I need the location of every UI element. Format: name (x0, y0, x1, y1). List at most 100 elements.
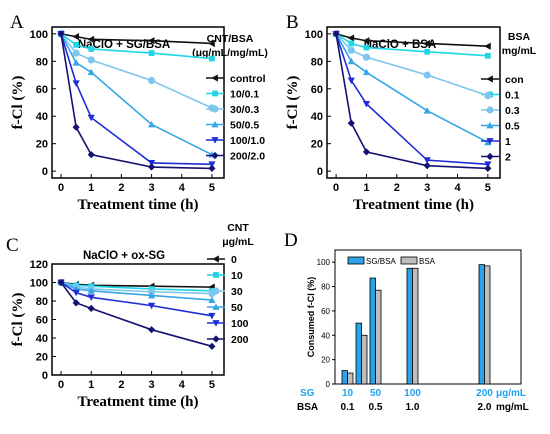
legend-label: 200/2.0 (230, 151, 265, 163)
category-sg-label: 200 (476, 388, 493, 399)
legend-label: con (505, 74, 524, 86)
data-point-s4-2 (87, 114, 95, 122)
data-point-s3-1 (72, 59, 80, 66)
panel-label: B (286, 12, 299, 33)
data-point-s5-1 (72, 299, 80, 307)
bar-s1-1 (361, 334, 368, 385)
bar-s0-4 (478, 264, 485, 385)
x-tick-label: 2 (118, 182, 124, 194)
bar-s0-1 (355, 322, 362, 385)
legend-label: 1 (505, 136, 511, 148)
data-point-s4-1 (72, 289, 80, 297)
bar-s0-2 (369, 277, 376, 385)
category-bsa-label: 2.0 (478, 402, 492, 413)
data-point-s4-2 (362, 100, 371, 108)
data-point-s5-1 (72, 123, 80, 131)
x-tick-label: 0 (58, 182, 64, 194)
x-tick-label: 4 (454, 182, 461, 194)
panel-A: A 0 20 40 60 80 100 0 1 2 3 4 5 Treatment time (h) f-C… (10, 12, 268, 213)
data-point-s5-4 (208, 342, 216, 350)
data-point-s4-4 (208, 312, 216, 320)
legend-label: 50/0.5 (230, 120, 259, 132)
y-tick-label: 80 (36, 296, 48, 308)
x-tick-label: 1 (88, 379, 94, 391)
x-axis-label: Treatment time (h) (77, 197, 198, 213)
legend-marker-4 (212, 320, 220, 327)
chart-title: NaClO + ox-SG (83, 250, 165, 262)
y-tick-label: 20 (36, 139, 48, 151)
panel-B: B 0 20 40 60 80 100 0 1 2 3 4 5 Treatment time (h) f-C… (285, 12, 537, 213)
data-point-s4-3 (423, 157, 431, 164)
plot-frame (51, 26, 225, 179)
data-point-s0-1 (347, 34, 355, 42)
data-point-s2-2 (87, 56, 95, 64)
x-tick-label: 0 (58, 379, 64, 391)
data-point-s2-2 (362, 53, 371, 61)
legend-label: control (230, 73, 266, 85)
y-tick-label: 100 (317, 258, 331, 267)
data-point-s2-3 (423, 71, 431, 79)
y-axis-label: Consumed f-Cl (%) (306, 277, 316, 358)
legend-marker-3 (212, 303, 220, 310)
legend-swatch-sg (347, 256, 365, 265)
data-point-s2-4 (484, 92, 492, 100)
data-point-s5-4 (208, 164, 216, 172)
legend-label: 10/0.1 (230, 89, 259, 101)
panel-label: D (284, 230, 298, 251)
data-point-s3-3 (147, 120, 156, 128)
y-axis-label: f-Cl (%) (285, 76, 301, 130)
y-tick-label: 60 (36, 84, 48, 96)
legend-marker-4 (486, 138, 494, 145)
category-bsa-label: 0.5 (369, 402, 383, 413)
legend-label: 0.5 (505, 121, 520, 133)
category-sg-label: 50 (370, 388, 382, 399)
legend-title: μg/mL (222, 236, 254, 248)
legend-marker-0 (486, 75, 493, 83)
plot-frame (334, 249, 522, 385)
y-tick-label: 100 (30, 29, 48, 41)
bar-s1-4 (484, 265, 491, 385)
y-tick-label: 40 (36, 111, 48, 123)
data-point-s2-1 (72, 49, 80, 57)
panel-label: C (6, 235, 19, 256)
x-axis-label: Treatment time (h) (353, 197, 474, 213)
y-tick-label: 80 (321, 283, 330, 292)
legend-label: BSA (419, 257, 436, 266)
data-point-s5-2 (87, 151, 95, 159)
legend-marker-2 (212, 287, 220, 295)
data-point-s0-2 (87, 35, 95, 43)
bar-s1-3 (412, 267, 419, 385)
data-point-s3-2 (87, 68, 95, 76)
data-point-s5-3 (147, 163, 156, 171)
x-tick-label: 3 (149, 182, 155, 194)
legend-marker-1 (213, 272, 219, 278)
data-point-s3-2 (362, 68, 371, 76)
unit-sg: μg/mL (496, 388, 526, 399)
panel-label: A (10, 12, 24, 33)
bar-s0-0 (341, 370, 348, 385)
x-tick-label: 3 (424, 182, 430, 194)
data-point-s0-4 (208, 39, 215, 48)
data-point-s5-3 (147, 326, 156, 334)
data-point-s1-2 (363, 44, 370, 51)
y-tick-label: 0 (42, 370, 48, 382)
y-tick-label: 60 (311, 84, 323, 96)
data-point-s0-3 (423, 39, 431, 48)
data-point-s4-2 (87, 294, 95, 301)
y-tick-label: 40 (36, 333, 48, 345)
data-point-s5-4 (484, 164, 492, 172)
data-point-s4-3 (147, 302, 156, 310)
data-point-s1-1 (73, 41, 80, 48)
data-point-s3-4 (208, 296, 216, 303)
data-point-s2-3 (147, 288, 156, 296)
data-point-s1-2 (88, 46, 95, 52)
legend-marker-5 (211, 151, 219, 160)
x-tick-label: 4 (179, 182, 186, 194)
legend-label: 10 (231, 270, 243, 282)
x-tick-label: 1 (363, 182, 369, 194)
data-point-s2-3 (147, 76, 156, 85)
legend-label: 50 (231, 302, 243, 314)
x-axis-label: Treatment time (h) (77, 394, 198, 410)
